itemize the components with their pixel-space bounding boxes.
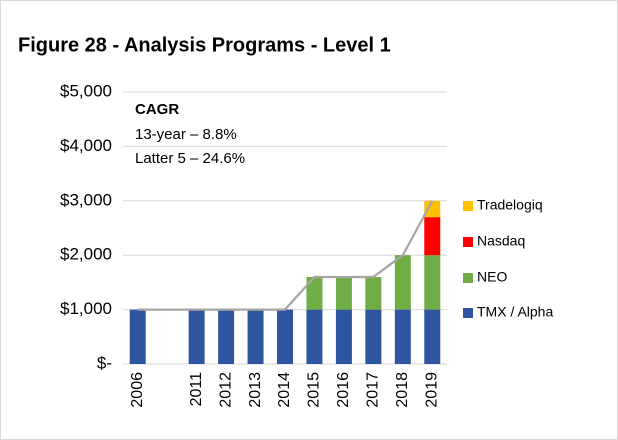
bar (365, 309, 382, 364)
bar (365, 276, 382, 310)
chart-title: Figure 28 - Analysis Programs - Level 1 (18, 34, 391, 56)
bar (306, 276, 323, 310)
x-tick-label: 2015 (306, 372, 323, 408)
bar (188, 309, 205, 364)
bar (424, 200, 441, 218)
bar (306, 309, 323, 364)
bar (424, 255, 441, 310)
bar (335, 276, 352, 310)
bar (424, 309, 441, 364)
y-tick-label: $5,000 (60, 81, 112, 100)
x-tick-label: 2013 (247, 372, 264, 408)
legend-label: TMX / Alpha (477, 304, 553, 320)
x-tick-label: 2017 (365, 372, 382, 408)
bar (277, 309, 293, 364)
total-line (137, 200, 434, 311)
legend-label: Nasdaq (477, 233, 525, 249)
legend-swatch (463, 201, 473, 211)
y-tick-label: $1,000 (60, 299, 112, 318)
x-tick-label: 2014 (276, 372, 293, 408)
bar (394, 309, 411, 364)
annotation: 13-year – 8.8% (135, 126, 237, 143)
legend-label: NEO (477, 269, 507, 285)
legend-swatch (463, 273, 473, 283)
y-tick-label: $3,000 (60, 190, 112, 209)
x-tick-label: 2018 (394, 372, 411, 408)
x-tick-label: 2019 (423, 372, 440, 408)
annotation: Latter 5 – 24.6% (135, 150, 245, 167)
x-tick-label: 2006 (129, 372, 146, 408)
bar (218, 309, 235, 364)
y-tick-label: $- (97, 353, 112, 372)
legend-swatch (463, 308, 473, 318)
bar (335, 309, 352, 364)
bar (247, 309, 264, 364)
x-tick-label: 2012 (217, 372, 234, 408)
y-tick-label: $4,000 (60, 136, 112, 155)
y-tick-label: $2,000 (60, 245, 112, 264)
legend-swatch (463, 237, 473, 247)
bar (394, 255, 411, 310)
legend-label: Tradelogiq (477, 197, 543, 213)
bar (129, 309, 146, 364)
bar (424, 217, 441, 256)
annotation: CAGR (135, 101, 179, 118)
x-tick-label: 2011 (188, 372, 205, 407)
x-tick-label: 2016 (335, 372, 352, 408)
